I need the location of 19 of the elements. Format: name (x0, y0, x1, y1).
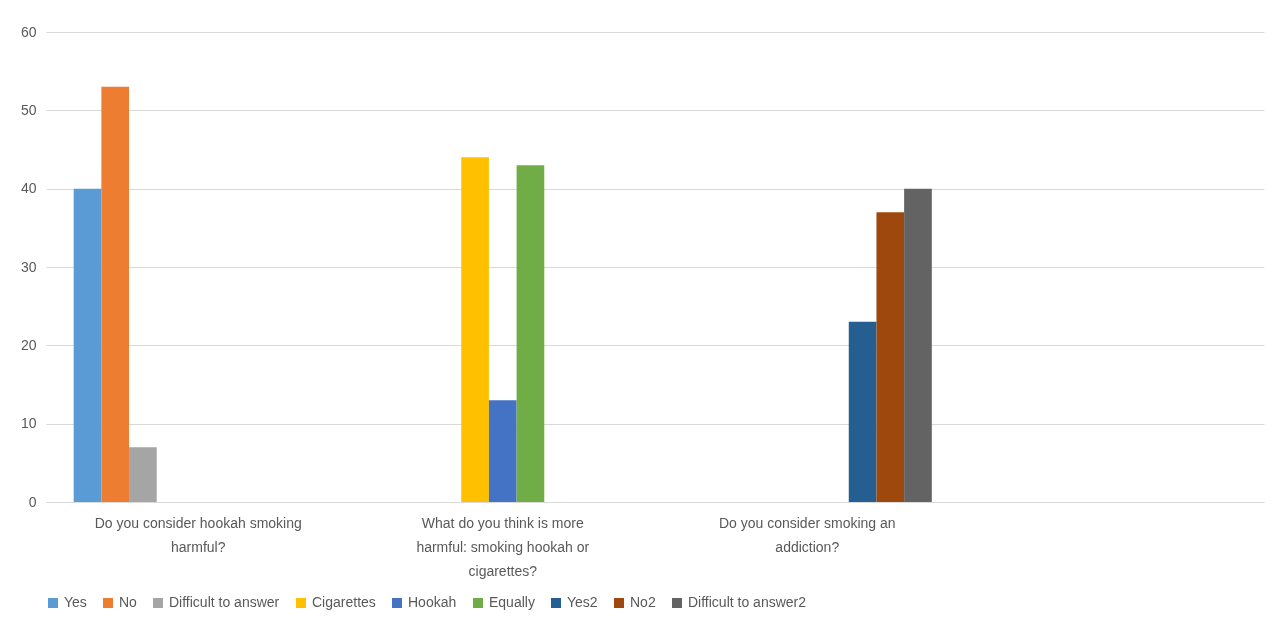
y-tick-label: 20 (20, 336, 37, 353)
legend-label: Equally (489, 594, 535, 610)
legend-label: Difficult to answer2 (688, 594, 807, 610)
legend-label: Yes2 (567, 594, 598, 610)
legend-label: No2 (630, 594, 656, 610)
y-tick-label: 50 (20, 101, 37, 118)
legend-label: No (119, 594, 138, 610)
x-tick-label: Do you consider smoking an addiction? (718, 514, 896, 555)
legend-label: Hookah (408, 594, 457, 610)
legend-label: Cigarettes (312, 594, 376, 610)
y-tick-label: 40 (20, 180, 37, 197)
y-tick-label: 30 (20, 258, 37, 275)
x-tick-label: What do you think is more harmful: smoking hookah or cigarettes? (416, 514, 590, 579)
y-tick-label: 10 (20, 415, 37, 432)
y-tick-label: 60 (20, 23, 37, 40)
legend-label: Yes (64, 594, 87, 610)
legend-label: Difficult to answer (169, 594, 280, 610)
y-tick-label: 0 (28, 493, 37, 510)
x-tick-label: Do you consider hookah smoking harmful? (94, 514, 302, 555)
